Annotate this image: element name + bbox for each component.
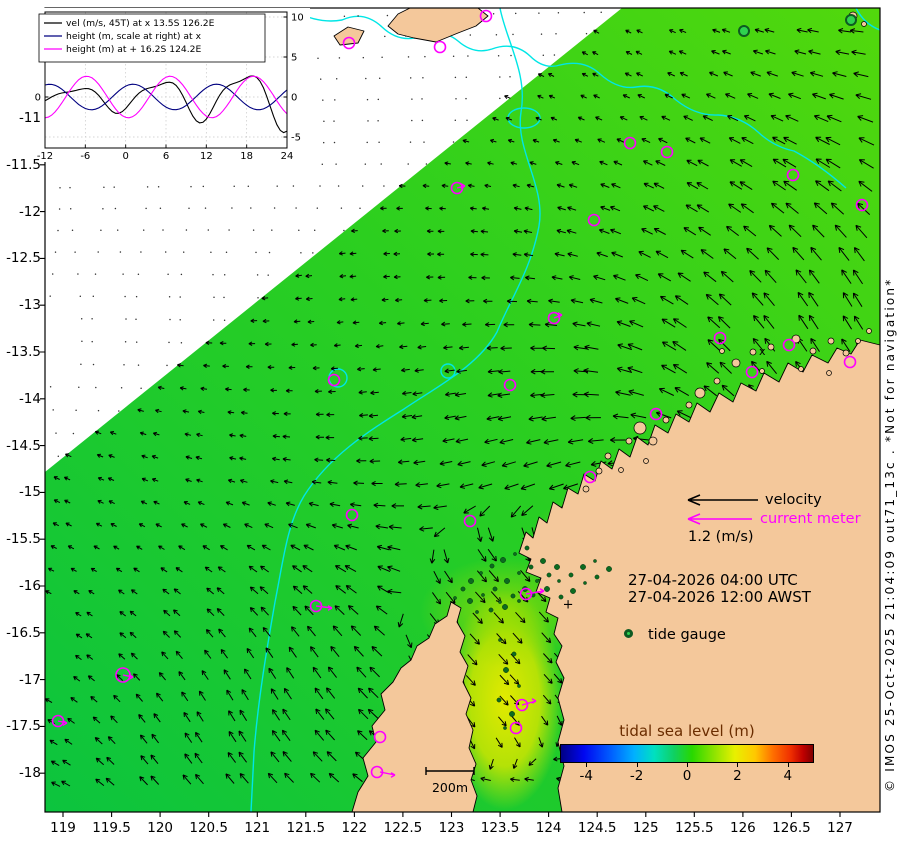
colorbar-tick-label: 2 xyxy=(733,768,742,784)
current-meter-marker xyxy=(587,213,601,227)
current-meter-marker xyxy=(660,145,674,159)
scale-bar-label: 200m xyxy=(431,780,469,795)
current-meter-vector xyxy=(57,720,68,726)
current-meter-marker xyxy=(547,311,561,325)
colorbar-tick-label: -4 xyxy=(579,768,593,784)
current-meter-marker xyxy=(515,698,529,712)
current-meter-marker xyxy=(433,40,447,54)
current-meter-vector xyxy=(525,588,545,595)
colorbar-tick-label: -2 xyxy=(629,768,644,784)
current-meter-marker xyxy=(345,508,359,522)
speed-scale-label: 1.2 (m/s) xyxy=(688,529,754,545)
land-dampier-peninsula xyxy=(351,601,478,813)
current-meter-vector xyxy=(521,698,537,706)
timestamp-block: 27-04-2026 04:00 UTC 27-04-2026 12:00 AW… xyxy=(628,572,811,606)
inset-x-tick-label: -6 xyxy=(80,151,90,162)
timestamp-awst: 27-04-2026 12:00 AWST xyxy=(628,588,811,606)
land-timor-island xyxy=(387,7,489,43)
colorbar-gradient-bar xyxy=(560,744,814,763)
current-meter-marker xyxy=(713,331,727,345)
current-meter-marker xyxy=(649,407,663,421)
current-meter-vector xyxy=(456,183,466,189)
copyright-watermark: © IMOS 25-Oct-2025 21:04:09 out71_13c . … xyxy=(883,277,897,792)
current-meter-vector xyxy=(553,312,563,319)
inset-x-tick-label: 18 xyxy=(240,151,253,162)
analysis-x-marker: x xyxy=(759,345,766,358)
inset-legend-label: vel (m/s, 45T) at x 13.5S 126.2E xyxy=(66,18,215,29)
tide-gauge-label: tide gauge xyxy=(648,627,726,643)
colorbar-tick-label: 4 xyxy=(783,768,793,784)
inset-right-tick-label: -5 xyxy=(291,133,301,144)
colorbar-tick-mark xyxy=(586,763,588,767)
current-meter-marker xyxy=(583,470,597,484)
inset-x-tick-label: 12 xyxy=(200,151,213,162)
weak-flow-dots xyxy=(49,11,602,458)
current-meter-vector xyxy=(122,674,134,680)
inset-legend: vel (m/s, 45T) at x 13.5S 126.2E height (… xyxy=(38,13,266,63)
inset-right-tick-label: 10 xyxy=(291,13,304,24)
current-meter-marker xyxy=(786,168,800,182)
current-meter-marker xyxy=(745,365,759,379)
current-meter-vector xyxy=(379,771,396,778)
land-masses xyxy=(333,7,881,813)
current-meter-marker xyxy=(327,373,341,387)
land-rote-island xyxy=(333,26,365,46)
current-meter-marker xyxy=(519,587,533,601)
tide-gauge-marker xyxy=(845,14,857,26)
inset-series-curves xyxy=(45,75,287,134)
colorbar-tick-mark xyxy=(636,763,638,767)
current-meter-marker xyxy=(503,378,517,392)
scale-bar-icon xyxy=(425,767,475,775)
vector-legend: velocity current meter 1.2 (m/s) xyxy=(680,486,898,552)
colorbar: tidal sea level (m) -4 -2 0 2 4 xyxy=(560,722,814,787)
station-markers: x+ xyxy=(51,9,869,779)
current-meter-marker xyxy=(623,136,637,150)
inset-x-tick-label: 6 xyxy=(163,151,169,162)
inset-legend-label: height (m, scale at right) at x xyxy=(66,31,202,42)
colorbar-tick-mark xyxy=(787,763,789,767)
depth-contours xyxy=(250,7,881,813)
tide-gauge-legend: tide gauge xyxy=(620,626,750,648)
tide-gauge-marker xyxy=(738,25,750,37)
map-frame xyxy=(40,7,881,817)
inset-timeseries-panel: -12 -6 0 6 12 18 24 10 5 0 -5 0 vel (m/s, 45T) at x … xyxy=(25,8,310,162)
inset-right-tick-label: 5 xyxy=(291,53,297,64)
current-meter-marker xyxy=(509,721,523,735)
colorbar-tick-mark xyxy=(687,763,688,767)
colorbar-title: tidal sea level (m) xyxy=(619,722,755,740)
inset-x-tick-label: 0 xyxy=(122,151,128,162)
current-meter-marker xyxy=(463,514,477,528)
inset-x-tick-label: -12 xyxy=(37,151,53,162)
tide-gauge-marker-icon xyxy=(624,629,633,638)
inset-chart: -12 -6 0 6 12 18 24 10 5 0 -5 0 vel (m/s, 45T) at x … xyxy=(35,11,304,162)
current-meter-label: current meter xyxy=(760,511,861,527)
analysis-plus-marker: + xyxy=(563,598,574,613)
buccaneer-archipelago-islets xyxy=(453,545,612,730)
current-meter-vector xyxy=(315,605,333,611)
inset-left-tick-label: 0 xyxy=(35,93,41,104)
current-meter-marker xyxy=(843,355,857,369)
land-kimberley-mainland xyxy=(518,339,881,813)
map-scale-bar: 200m xyxy=(424,762,476,795)
current-meter-arrow-icon xyxy=(687,513,752,525)
colorbar-tick-label: 0 xyxy=(682,768,692,784)
colorbar-tick-labels: -4 -2 0 2 4 xyxy=(560,763,814,787)
velocity-arrow-icon xyxy=(687,494,758,506)
velocity-label: velocity xyxy=(765,492,822,508)
colorbar-tick-mark xyxy=(737,763,739,767)
inset-right-tick-label: 0 xyxy=(291,93,297,104)
inset-x-tick-label: 24 xyxy=(281,151,294,162)
legend-arrows xyxy=(687,494,758,525)
current-meter-marker xyxy=(855,198,869,212)
current-meter-marker xyxy=(782,338,796,352)
current-meter-marker xyxy=(373,730,387,744)
current-meter-marker xyxy=(342,36,356,50)
inset-legend-label: height (m) at + 16.2S 124.2E xyxy=(66,44,202,55)
timestamp-utc: 27-04-2026 04:00 UTC xyxy=(628,571,798,589)
current-meter-marker xyxy=(479,9,493,23)
